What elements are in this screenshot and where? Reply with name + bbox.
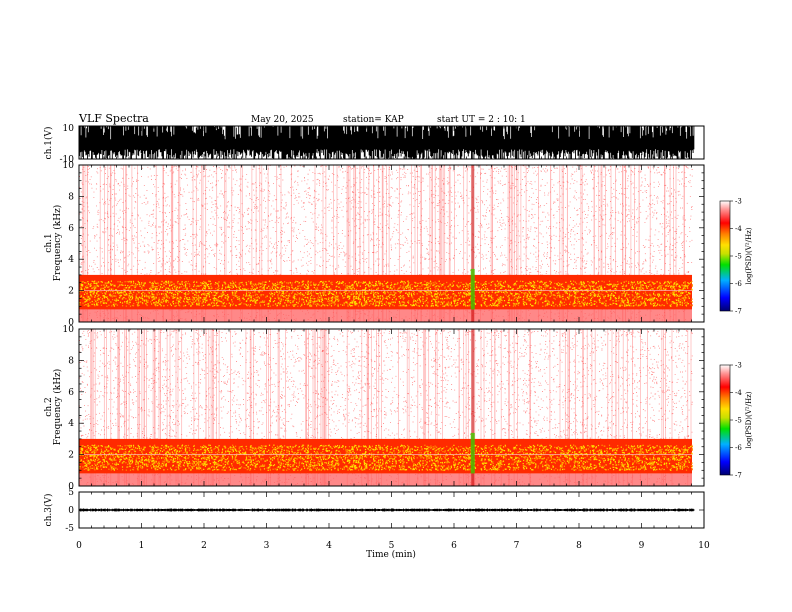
spectrogram-band-yellow: [79, 444, 693, 471]
start-ut-label: start UT = 2 : 10: 1: [437, 115, 526, 125]
colorbar-tick-label: -3: [735, 362, 742, 370]
spectrogram-event-green: [470, 432, 475, 474]
colorbar-tick-label: -4: [735, 389, 742, 397]
colorbar-tick-label: -5: [735, 253, 742, 261]
ch1-colorbar-label: log(PSD)(V²/Hz): [745, 227, 753, 284]
ch2-spectrogram-ylabel-frequency: Frequency (kHz): [52, 369, 63, 446]
ch1-waveform-trace: [79, 126, 695, 159]
ch1-spectrogram-image: [79, 164, 693, 323]
y-tick-label: 2: [68, 451, 74, 461]
y-tick-label: 4: [68, 255, 74, 265]
ch2-spectrogram-panel: ch.2 Frequency (kHz): [44, 328, 705, 487]
ch2-colorbar-gradient: [719, 364, 731, 476]
y-tick-label: 0: [68, 482, 74, 492]
spectrogram-event-green: [470, 268, 475, 310]
colorbar-tick-label: -7: [735, 472, 742, 480]
colorbar-tick-label: -4: [735, 225, 742, 233]
y-tick-label: 8: [68, 192, 74, 202]
y-tick-label: 10: [63, 325, 75, 335]
x-tick-label: 6: [451, 541, 457, 551]
station-label: station= KAP: [343, 115, 404, 125]
y-tick-label: 6: [68, 224, 74, 234]
ch2-colorbar-label: log(PSD)(V²/Hz): [745, 391, 753, 448]
spectrogram-event-streak: [471, 329, 475, 486]
y-tick-label: 2: [68, 287, 74, 297]
spectrogram-event-streak: [471, 165, 475, 322]
ch3-waveform-trace: [79, 508, 695, 512]
y-tick-label: 0: [68, 318, 74, 328]
figure-title: VLF Spectra: [78, 112, 149, 125]
colorbar-tick-label: -6: [735, 444, 742, 452]
x-tick-label: 3: [264, 541, 270, 551]
y-tick-label: -5: [65, 524, 74, 534]
x-axis-label: Time (min): [366, 549, 416, 560]
ch3-waveform-ylabel: ch.3(V): [43, 494, 54, 527]
x-tick-label: 10: [698, 541, 710, 551]
spectrogram-low-band: [79, 473, 692, 486]
ch1-spectrogram-ylabel-frequency: Frequency (kHz): [52, 205, 63, 282]
colorbar-tick-label: -6: [735, 280, 742, 288]
x-tick-label: 9: [639, 541, 645, 551]
x-tick-label: 4: [326, 541, 332, 551]
y-tick-label: 10: [63, 161, 75, 171]
spectrogram-low-band: [79, 309, 692, 322]
ch2-spectrogram-ylabel-channel: ch.2: [44, 397, 54, 416]
y-tick-label: 4: [68, 419, 74, 429]
x-tick-label: 0: [76, 541, 82, 551]
spectrogram-band-orange: [79, 444, 693, 471]
ch1-spectrogram-panel: ch.1 Frequency (kHz): [44, 164, 705, 323]
colorbar-tick-label: -5: [735, 417, 742, 425]
date-label: May 20, 2025: [251, 115, 314, 125]
spectrogram-sferic-streaks: [82, 165, 685, 322]
ch1-waveform-panel: 10 -10 ch.1(V): [43, 124, 705, 165]
axis-ticks: 0 1 2 3 4 5 6 7 8 9 100246810024681050-5-3-4-5-6-7…: [63, 126, 742, 551]
ch3-waveform-panel: ch.3(V): [43, 491, 705, 529]
x-tick-label: 8: [576, 541, 582, 551]
colorbar-tick-label: -3: [735, 198, 742, 206]
x-tick-label: 2: [201, 541, 207, 551]
y-tick-label: 5: [68, 488, 74, 498]
spectrogram-band-yellow: [79, 280, 693, 307]
ch2-spectrogram-image: [79, 328, 693, 487]
ch1-waveform-line: [79, 126, 695, 159]
ch1-ytick-bottom: -10: [60, 155, 75, 165]
y-tick-label: 8: [68, 356, 74, 366]
colorbar-tick-label: -7: [735, 308, 742, 316]
ch1-waveform-ylabel: ch.1(V): [43, 127, 54, 160]
y-tick-label: 0: [68, 506, 74, 516]
ch1-colorbar-gradient: [719, 200, 731, 312]
ch1-ytick-top: 10: [63, 124, 75, 134]
ch1-spectrogram-ylabel-channel: ch.1: [44, 233, 54, 252]
ch3-waveform-line: [79, 508, 695, 512]
x-tick-label: 7: [514, 541, 520, 551]
y-tick-label: 6: [68, 388, 74, 398]
x-tick-label: 1: [139, 541, 145, 551]
x-tick-label: 5: [389, 541, 395, 551]
spectrogram-sferic-streaks: [90, 329, 692, 486]
